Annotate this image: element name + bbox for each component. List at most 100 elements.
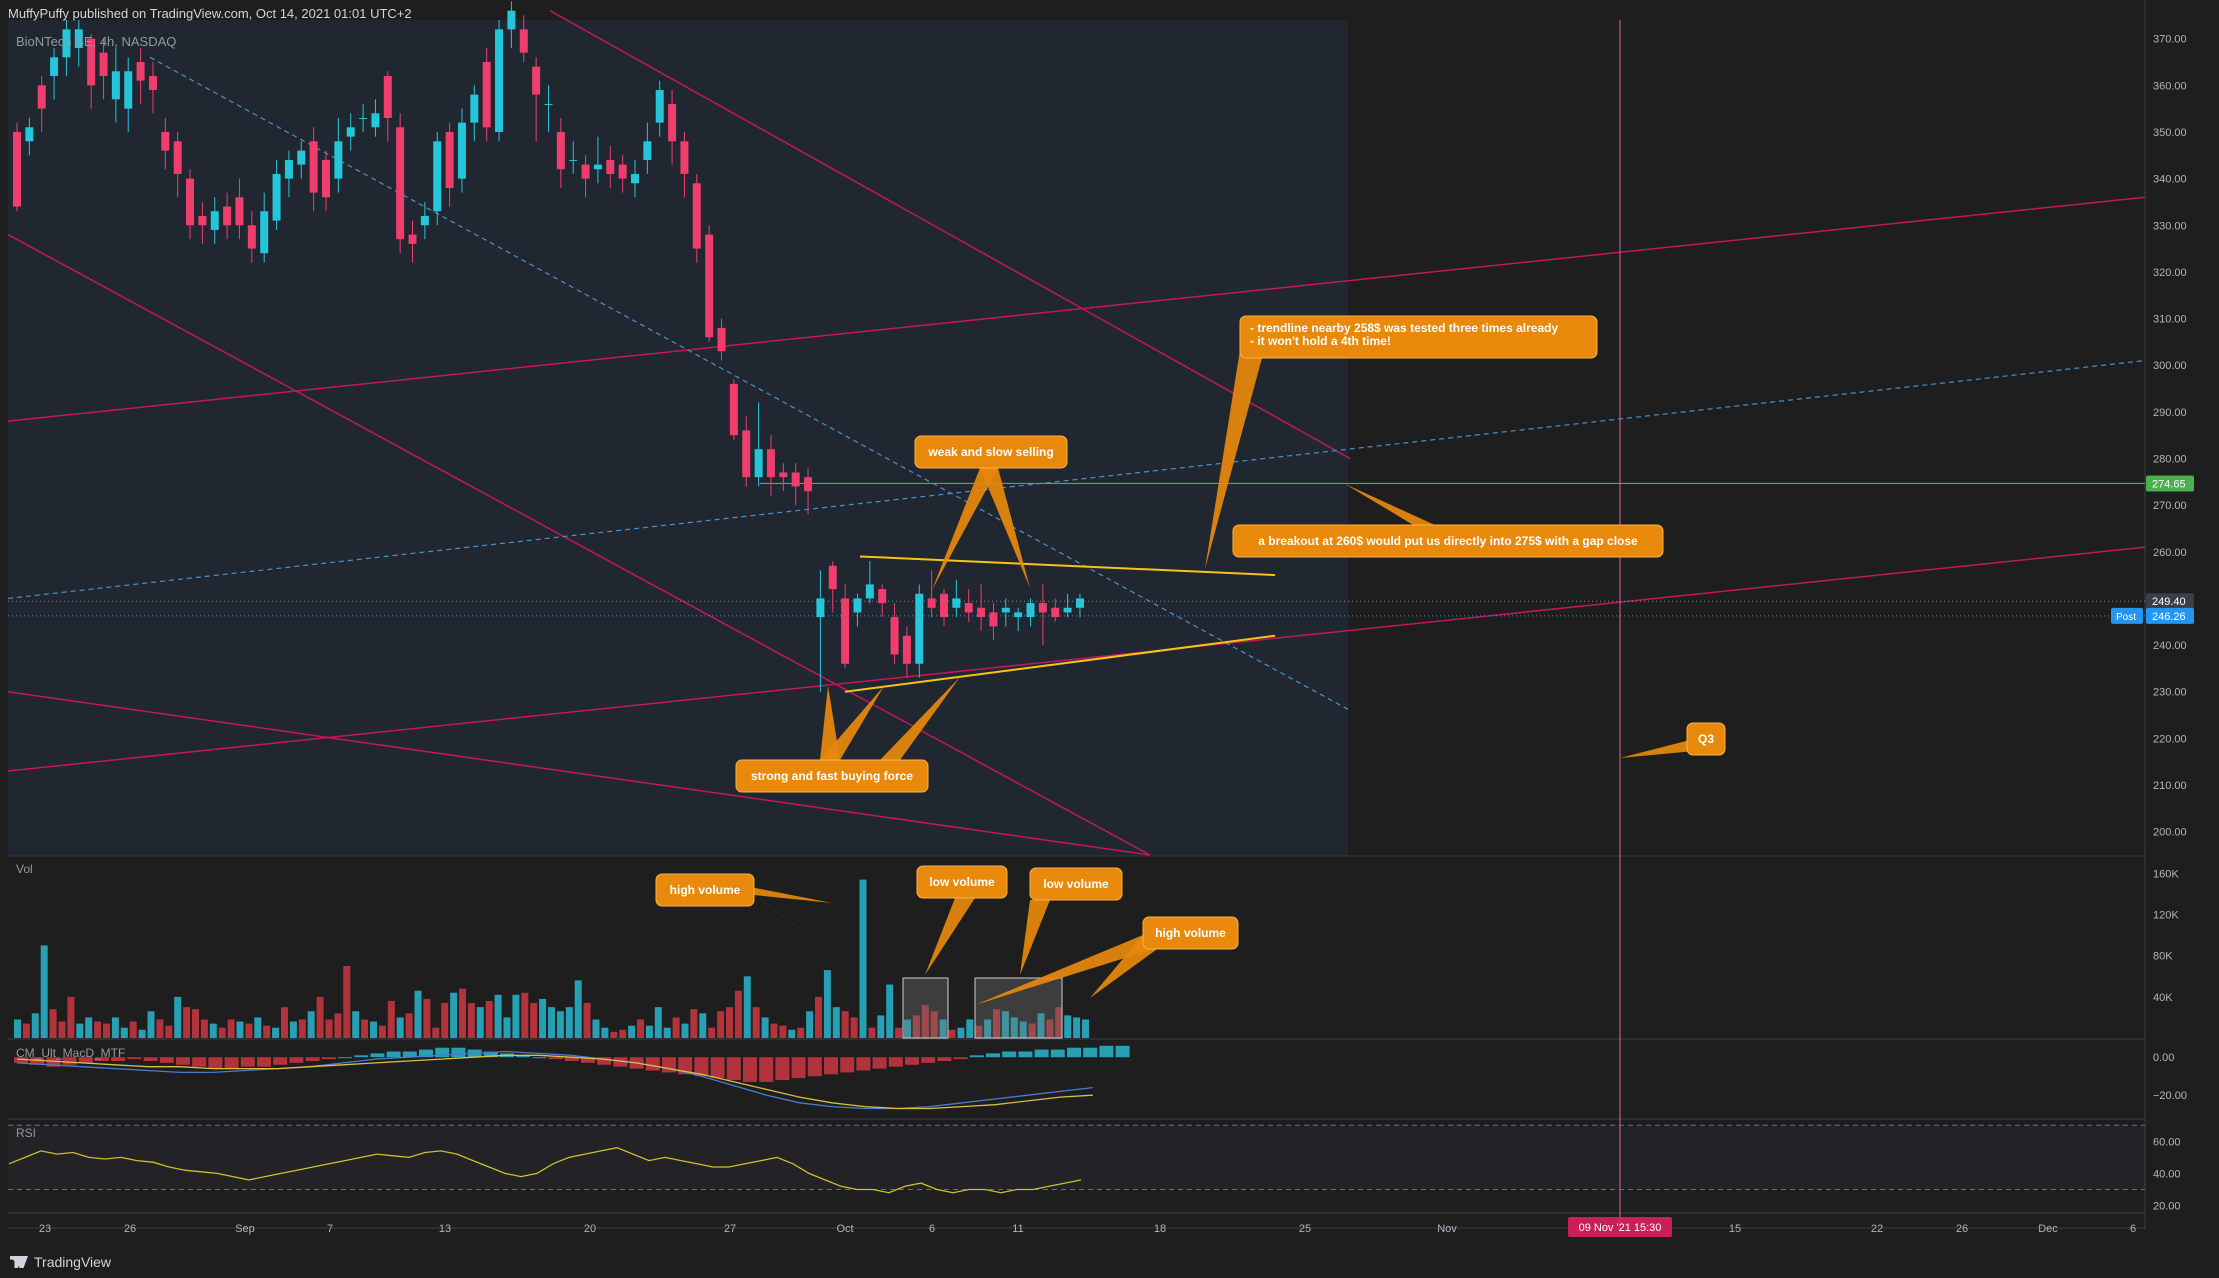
candle-body — [902, 635, 911, 664]
low-volume-note-2-text: low volume — [1043, 877, 1109, 891]
macd-hist-bar — [14, 1057, 28, 1063]
macd-hist-bar — [159, 1057, 174, 1063]
volume-tick-label: 160K — [2153, 868, 2179, 880]
time-tick-label: 25 — [1299, 1223, 1311, 1235]
candle-body — [87, 38, 96, 86]
candle-body — [989, 612, 998, 627]
volume-bar — [993, 1009, 1000, 1038]
candle-body — [1038, 603, 1047, 613]
low-volume-note-2-pointer — [1020, 900, 1050, 975]
macd-hist-bar — [905, 1057, 919, 1065]
strong-buying-note-text: strong and fast buying force — [751, 769, 913, 783]
volume-bar — [788, 1029, 796, 1038]
volume-bar — [1064, 1015, 1072, 1038]
candle-body — [148, 75, 157, 90]
high-volume-note-1-text: high volume — [670, 883, 741, 897]
price-tick-label: 300.00 — [2153, 360, 2187, 372]
time-tick-label: Nov — [1437, 1223, 1457, 1235]
candle-body — [581, 164, 590, 179]
volume-bar — [76, 1023, 84, 1038]
volume-bar — [930, 1011, 938, 1038]
volume-tick-label: 40K — [2153, 992, 2173, 1004]
price-tick-label: 320.00 — [2153, 267, 2187, 279]
volume-bar — [49, 1009, 57, 1038]
time-tick-label: 27 — [724, 1223, 736, 1235]
macd-hist-bar — [516, 1055, 531, 1058]
volume-bar — [574, 980, 582, 1038]
candle-body — [977, 607, 986, 618]
candle-body — [457, 122, 466, 179]
macd-hist-bar — [824, 1057, 838, 1075]
time-tick-label: 15 — [1729, 1223, 1741, 1235]
descending-resistance-line — [549, 10, 1351, 460]
volume-bar — [103, 1023, 110, 1038]
volume-bar — [663, 1027, 671, 1038]
volume-bar — [236, 1021, 244, 1038]
macd-hist-bar — [969, 1055, 984, 1058]
volume-bar — [877, 1015, 885, 1038]
time-tick-label: 20 — [584, 1223, 596, 1235]
candle-body — [62, 29, 71, 58]
volume-bar — [690, 1009, 698, 1038]
macd-tick-label: −20.00 — [2153, 1090, 2187, 1102]
volume-bar — [352, 1011, 360, 1038]
macd-hist-bar — [192, 1057, 207, 1067]
macd-hist-bar — [1115, 1045, 1130, 1058]
volume-bar — [619, 1029, 627, 1038]
candle-body — [124, 71, 133, 109]
candle-body — [284, 159, 293, 179]
strong-buying-note-pointer — [820, 686, 840, 760]
macd-hist-bar — [1099, 1045, 1114, 1058]
candle-body — [1063, 607, 1072, 613]
candle-body — [927, 598, 936, 608]
tradingview-logo-icon — [10, 1256, 28, 1268]
post-label: Post — [2116, 612, 2136, 623]
volume-bar — [476, 1007, 484, 1038]
candle-body — [754, 449, 763, 478]
strong-buying-note-pointer — [880, 677, 960, 760]
macd-hist-bar — [986, 1053, 1000, 1058]
candle-body — [173, 141, 182, 174]
symbol-title[interactable]: BioNTech SE, 4h, NASDAQ — [16, 34, 177, 49]
volume-bar — [441, 1003, 449, 1038]
volume-bar — [467, 1003, 475, 1038]
triangle-upper-line — [859, 555, 1276, 577]
macd-hist-bar — [386, 1051, 401, 1058]
volume-bar — [289, 1021, 297, 1038]
price-tick-label: 350.00 — [2153, 127, 2187, 139]
volume-bar — [40, 945, 48, 1038]
candle-body — [952, 598, 961, 608]
candle-body — [853, 598, 862, 613]
volume-tick-label: 80K — [2153, 951, 2173, 963]
candle-body — [890, 617, 899, 655]
candle-body — [668, 103, 677, 142]
rsi-band — [8, 1125, 2145, 1190]
macd-hist-bar — [807, 1057, 822, 1077]
macd-hist-bar — [338, 1057, 352, 1059]
volume-bar — [1010, 1017, 1018, 1038]
volume-bar — [316, 996, 324, 1038]
candle-body — [111, 71, 120, 100]
volume-bar — [654, 1007, 662, 1038]
high-volume-note-1-pointer — [740, 885, 832, 903]
volume-bar — [396, 1017, 404, 1038]
volume-bar — [779, 1025, 787, 1038]
candle-body — [74, 29, 83, 48]
macd-hist-bar — [273, 1057, 288, 1065]
candle-body — [519, 29, 528, 53]
tradingview-brand[interactable]: TradingView — [10, 1254, 111, 1270]
volume-bar — [565, 1007, 573, 1038]
volume-bar — [975, 1025, 983, 1038]
volume-bar — [681, 1023, 689, 1038]
candle-body — [804, 477, 813, 492]
trendline-note-box — [1239, 315, 1598, 359]
volume-bar — [58, 1021, 66, 1038]
volume-bar — [815, 996, 822, 1038]
rsi-pane-label: RSI — [16, 1126, 37, 1140]
volume-bar — [281, 1007, 288, 1038]
price-tick-label: 210.00 — [2153, 780, 2187, 792]
macd-hist-bar — [1050, 1049, 1065, 1058]
volume-bar — [699, 1013, 707, 1038]
macd-hist-bar — [370, 1053, 385, 1058]
